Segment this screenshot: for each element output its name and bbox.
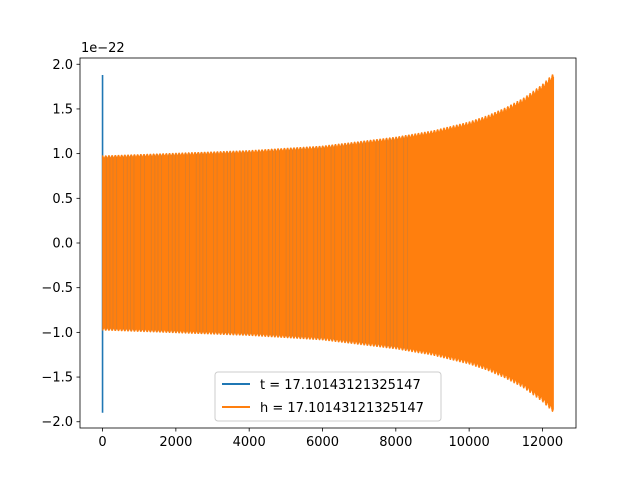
y-tick-label: 0.0 — [52, 237, 73, 252]
legend-label-t: t = 17.10143121325147 — [260, 378, 421, 393]
y-tick-label: −1.0 — [41, 326, 73, 341]
x-tick-label: 12000 — [522, 435, 563, 450]
series-line-h — [101, 74, 555, 412]
series-layer — [101, 74, 555, 413]
x-tick-label: 8000 — [379, 435, 412, 450]
y-axis: −2.0 −1.5 −1.0 −0.5 0.0 0.5 1.0 1.5 2.0 — [41, 58, 80, 430]
x-tick-label: 2000 — [159, 435, 192, 450]
y-tick-label: 2.0 — [52, 58, 73, 73]
y-tick-label: −2.0 — [41, 415, 73, 430]
x-axis: 0 2000 4000 6000 8000 10000 12000 — [98, 428, 563, 450]
x-tick-label: 0 — [98, 435, 106, 450]
y-offset-label: 1e−22 — [81, 41, 125, 56]
x-tick-label: 4000 — [233, 435, 266, 450]
y-tick-label: 1.5 — [52, 102, 73, 117]
legend: t = 17.10143121325147 h = 17.10143121325… — [214, 371, 442, 422]
y-tick-label: −1.5 — [41, 371, 73, 386]
y-tick-label: −0.5 — [41, 281, 73, 296]
x-tick-label: 6000 — [306, 435, 339, 450]
y-tick-label: 0.5 — [52, 192, 73, 207]
legend-box — [214, 371, 442, 422]
y-tick-label: 1.0 — [52, 147, 73, 162]
x-tick-label: 10000 — [448, 435, 489, 450]
series-t-traces — [102, 135, 408, 351]
legend-label-h: h = 17.10143121325147 — [260, 401, 424, 416]
